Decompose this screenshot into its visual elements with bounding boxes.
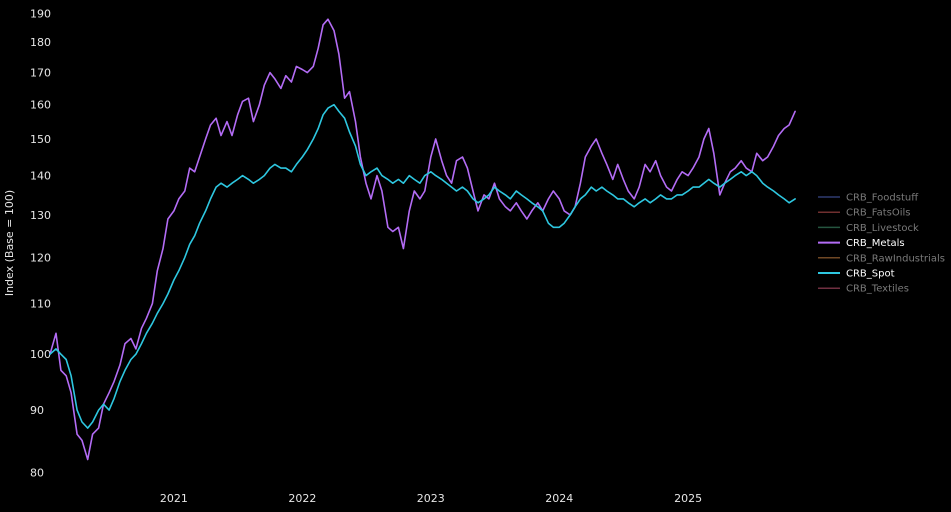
y-tick-label: 110 xyxy=(30,298,51,311)
legend-item-crb-foodstuff: CRB_Foodstuff xyxy=(818,193,919,204)
y-axis-title: Index (Base = 100) xyxy=(3,190,16,296)
x-tick-label: 2024 xyxy=(545,492,573,505)
legend-item-crb-spot: CRB_Spot xyxy=(818,269,895,280)
x-tick-label: 2023 xyxy=(417,492,445,505)
legend-item-crb-fatsoils: CRB_FatsOils xyxy=(818,208,911,219)
series-line-crb-spot xyxy=(49,103,796,429)
y-tick-label: 140 xyxy=(30,170,51,183)
y-tick-label: 150 xyxy=(30,133,51,146)
x-tick-label: 2021 xyxy=(160,492,188,505)
y-tick-label: 100 xyxy=(30,348,51,361)
legend-item-crb-rawindustrials: CRB_RawIndustrials xyxy=(818,253,945,264)
legend-item-crb-textiles: CRB_Textiles xyxy=(818,284,909,295)
y-tick-label: 190 xyxy=(30,8,51,21)
y-tick-label: 160 xyxy=(30,99,51,112)
y-tick-label: 130 xyxy=(30,209,51,222)
legend-label: CRB_Foodstuff xyxy=(846,193,919,204)
legend-label: CRB_Metals xyxy=(846,238,905,249)
x-tick-label: 2025 xyxy=(674,492,702,505)
y-tick-label: 120 xyxy=(30,251,51,264)
legend-item-crb-livestock: CRB_Livestock xyxy=(818,223,919,234)
y-tick-label: 170 xyxy=(30,67,51,80)
x-axis-ticks: 2021 2022 2023 2024 2025 xyxy=(160,492,702,505)
y-tick-label: 90 xyxy=(30,404,44,417)
y-axis-ticks: 80 90 100 110 120 130 140 150 160 170 180 190 xyxy=(30,8,51,480)
legend: CRB_Foodstuff CRB_FatsOils CRB_Livestock CR… xyxy=(818,193,945,295)
legend-label: CRB_Livestock xyxy=(846,223,919,234)
series-line-crb-metals xyxy=(49,18,796,461)
legend-label: CRB_RawIndustrials xyxy=(846,253,945,264)
y-tick-label: 80 xyxy=(30,467,44,480)
legend-label: CRB_FatsOils xyxy=(846,208,911,219)
x-tick-label: 2022 xyxy=(288,492,316,505)
y-tick-label: 180 xyxy=(30,36,51,49)
legend-item-crb-metals: CRB_Metals xyxy=(818,238,905,249)
legend-label: CRB_Spot xyxy=(846,269,895,280)
series-layer xyxy=(49,18,796,461)
legend-label: CRB_Textiles xyxy=(846,284,909,295)
